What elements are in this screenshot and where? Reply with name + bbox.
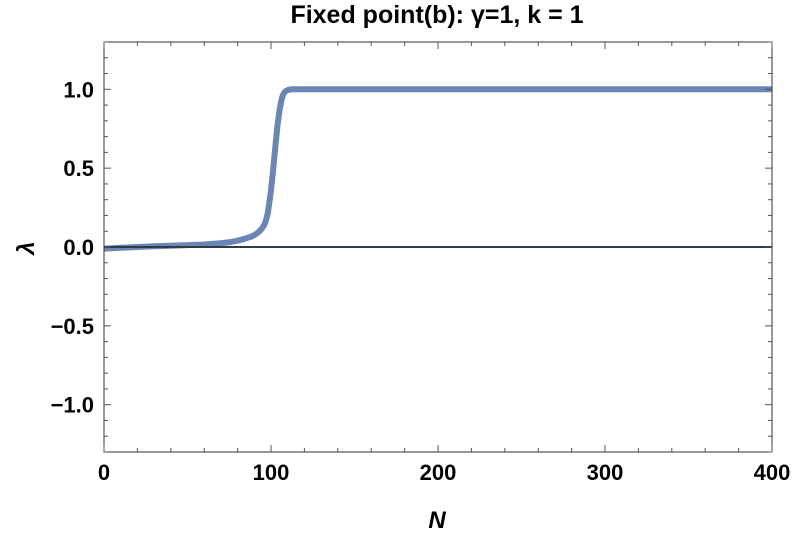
series-layer bbox=[104, 86, 772, 252]
x-axis-label: N bbox=[428, 507, 446, 534]
y-axis-label: λ bbox=[13, 241, 40, 256]
x-tick-label: 400 bbox=[754, 460, 791, 485]
chart-title: Fixed point(b): γ=1, k = 1 bbox=[290, 1, 583, 29]
tick-labels-layer: 0 100 200 300 400 −1.0 −0.5 0.0 0.5 1.0 bbox=[51, 77, 791, 485]
y-tick-label: −1.0 bbox=[51, 393, 94, 418]
x-tick-label: 300 bbox=[587, 460, 624, 485]
ticks-layer bbox=[103, 41, 773, 453]
series-line-lambda bbox=[104, 86, 772, 252]
x-tick-label: 0 bbox=[98, 460, 110, 485]
y-tick-label: −0.5 bbox=[51, 314, 94, 339]
y-tick-label: 1.0 bbox=[63, 77, 94, 102]
y-tick-label: 0.0 bbox=[63, 235, 94, 260]
y-tick-label: 0.5 bbox=[63, 156, 94, 181]
x-tick-label: 100 bbox=[253, 460, 290, 485]
x-tick-label: 200 bbox=[420, 460, 457, 485]
